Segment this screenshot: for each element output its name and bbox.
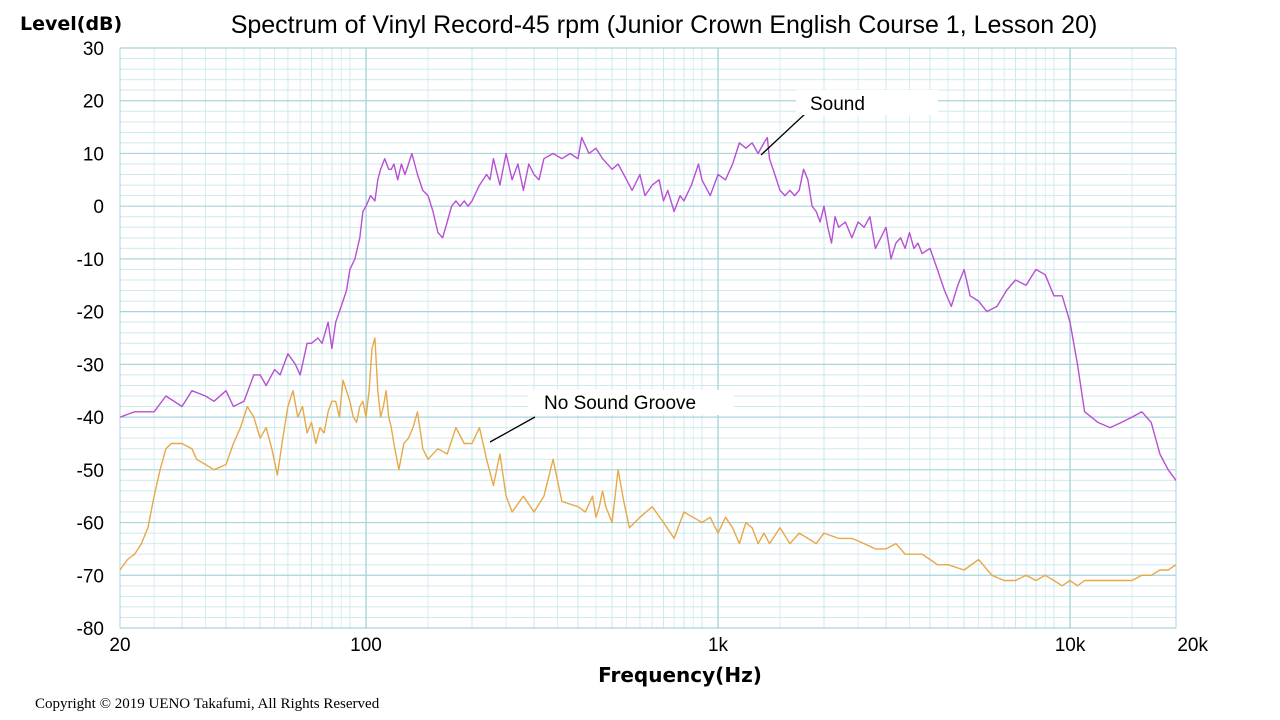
sound-annotation-label: Sound [810,94,865,115]
x-axis-label: Frequency(Hz) [598,663,762,687]
y-tick-label: -30 [77,355,104,376]
y-tick-label: 30 [83,39,104,60]
sound-annotation-box [796,90,938,115]
x-tick-label: 20 [109,635,130,656]
sound-annotation-leader [760,112,807,156]
no-sound-groove-annotation-label: No Sound Groove [544,393,696,414]
x-tick-label: 1k [708,635,729,656]
y-tick-label: -20 [77,303,104,324]
series-layer [119,136,1177,587]
major-grid [120,47,1176,629]
series-line-no-sound-groove [119,337,1177,587]
y-tick-label: -50 [77,461,104,482]
x-tick-label: 100 [350,635,382,656]
x-tick-labels: 20 100 1k 10k 20k [109,635,1208,656]
copyright-notice: Copyright © 2019 UENO Takafumi, All Righ… [35,696,380,712]
y-tick-label: -80 [77,619,104,640]
y-tick-label: 10 [83,144,104,165]
no-sound-groove-annotation-box [528,390,734,415]
y-axis-label: Level(dB) [20,13,122,35]
y-tick-label: -40 [77,408,104,429]
annotation-layer: Sound No Sound Groove [489,90,938,443]
x-tick-label: 10k [1055,635,1086,656]
y-tick-label: -70 [77,566,104,587]
no-sound-groove-annotation-leader [489,416,536,443]
x-tick-label: 20k [1177,635,1208,656]
y-tick-labels: 30 20 10 0 -10 -20 -30 -40 -50 -60 -70 -80 [77,39,104,640]
y-tick-label: -10 [77,250,104,271]
y-tick-label: 20 [83,92,104,113]
chart-title: Spectrum of Vinyl Record-45 rpm (Junior … [231,11,1098,39]
y-tick-label: -60 [77,514,104,535]
series-line-sound [119,136,1177,481]
plot-frame [119,47,1177,629]
minor-grid [119,48,1177,628]
y-tick-label: 0 [93,197,104,218]
